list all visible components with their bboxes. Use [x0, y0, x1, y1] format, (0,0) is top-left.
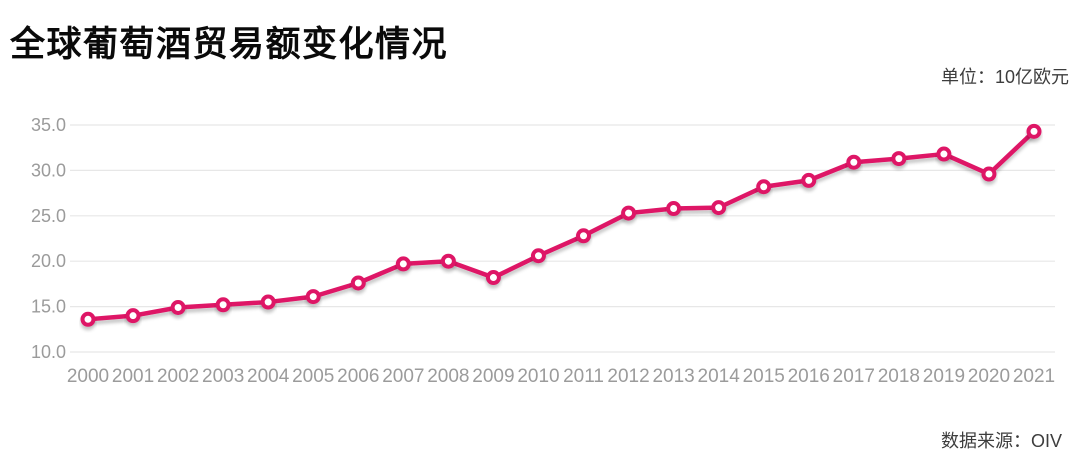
- x-tick-label: 2019: [923, 366, 965, 387]
- data-point-marker: [215, 297, 231, 313]
- page-title: 全球葡萄酒贸易额变化情况: [10, 25, 449, 64]
- y-tick-label: 25.0: [31, 206, 66, 226]
- data-point-marker: [260, 294, 276, 310]
- data-point-marker: [80, 311, 96, 327]
- trend-line: [85, 129, 1037, 322]
- data-point-marker: [936, 146, 952, 162]
- x-tick-label: 2021: [1013, 366, 1055, 387]
- x-tick-label: 2014: [698, 366, 741, 387]
- x-tick-label: 2002: [157, 366, 199, 387]
- x-tick-label: 2018: [878, 366, 920, 387]
- x-tick-label: 2006: [337, 366, 379, 387]
- x-tick-label: 2012: [607, 366, 649, 387]
- data-point-marker: [801, 172, 817, 188]
- data-point-marker: [576, 228, 592, 244]
- x-tick-label: 2010: [517, 366, 559, 387]
- data-point-marker: [846, 154, 862, 170]
- y-tick-label: 10.0: [31, 342, 66, 362]
- x-tick-label: 2007: [382, 366, 424, 387]
- data-point-marker: [485, 270, 501, 286]
- data-point-marker: [756, 179, 772, 195]
- y-tick-label: 20.0: [31, 251, 66, 271]
- x-tick-label: 2005: [292, 366, 334, 387]
- y-tick-label: 30.0: [31, 160, 66, 180]
- data-point-marker: [530, 248, 546, 264]
- x-tick-label: 2008: [427, 366, 469, 387]
- y-tick-label: 35.0: [31, 115, 66, 135]
- data-point-marker: [170, 300, 186, 316]
- data-point-marker: [621, 205, 637, 221]
- x-tick-label: 2015: [743, 366, 785, 387]
- data-point-marker: [395, 256, 411, 272]
- x-tick-label: 2020: [968, 366, 1010, 387]
- x-tick-label: 2013: [652, 366, 694, 387]
- data-point-marker: [350, 275, 366, 291]
- data-point-marker: [981, 166, 997, 182]
- y-tick-label: 15.0: [31, 297, 66, 317]
- x-tick-label: 2003: [202, 366, 244, 387]
- data-source-label: 数据来源：OIV: [940, 431, 1062, 451]
- data-point-marker: [891, 151, 907, 167]
- x-tick-label: 2001: [112, 366, 154, 387]
- x-tick-label: 2011: [563, 366, 604, 387]
- x-tick-label: 2016: [788, 366, 830, 387]
- unit-label: 单位：10亿欧元: [940, 67, 1069, 87]
- data-point-marker: [125, 308, 141, 324]
- data-point-marker: [711, 200, 727, 216]
- x-tick-label: 2000: [67, 366, 109, 387]
- x-tick-label: 2004: [247, 366, 290, 387]
- x-tick-label: 2009: [472, 366, 514, 387]
- data-point-marker: [666, 201, 682, 217]
- data-point-marker: [1026, 123, 1042, 139]
- data-point-marker: [440, 253, 456, 269]
- x-tick-label: 2017: [833, 366, 875, 387]
- data-point-marker: [305, 289, 321, 305]
